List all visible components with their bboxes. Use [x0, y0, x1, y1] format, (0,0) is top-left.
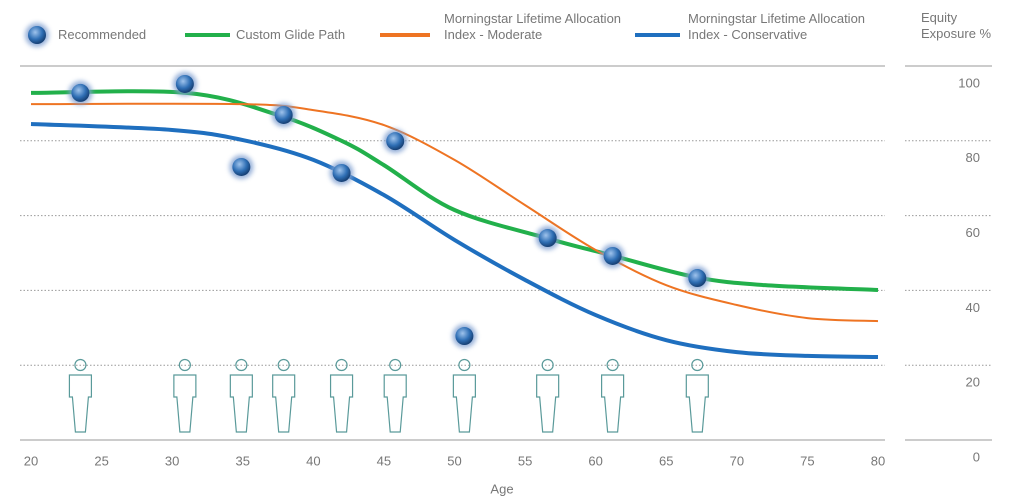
recommended-point — [172, 71, 197, 96]
x-tick-label: 80 — [871, 453, 885, 468]
y-tick-label: 100 — [958, 75, 980, 90]
person-icon — [452, 358, 476, 433]
recommended-point — [229, 154, 254, 179]
person-body — [601, 374, 625, 433]
person-body — [329, 374, 354, 433]
series-line — [30, 89, 879, 293]
person-icon — [229, 358, 253, 433]
person-head — [458, 358, 471, 372]
x-tick-label: 25 — [94, 453, 108, 468]
marker-ball — [332, 163, 351, 182]
y-tick-label: 60 — [966, 225, 980, 240]
marker-ball — [455, 327, 474, 346]
y-tick-label: 40 — [966, 300, 980, 315]
series-line — [30, 102, 879, 323]
person-body — [68, 374, 93, 433]
person-body — [383, 374, 407, 433]
legend-label: Recommended — [58, 27, 147, 42]
marker-ball — [71, 83, 90, 102]
marker-ball — [688, 269, 707, 288]
recommended-point — [383, 129, 408, 154]
person-head — [389, 358, 402, 372]
person-icon — [68, 358, 93, 433]
person-icon — [536, 358, 560, 433]
person-body — [536, 374, 560, 433]
recommended-point — [452, 324, 477, 349]
y-axis-title: Equity Exposure % — [921, 10, 992, 41]
person-icon — [272, 358, 296, 433]
person-head — [235, 358, 248, 372]
y-tick-label: 20 — [966, 375, 980, 390]
legend-label: Morningstar Lifetime Allocation Index - … — [444, 11, 622, 42]
marker-ball — [232, 157, 251, 176]
x-tick-label: 65 — [659, 453, 673, 468]
x-tick-label: 55 — [518, 453, 532, 468]
person-icon — [601, 358, 625, 433]
person-body — [272, 374, 296, 433]
recommended-point — [685, 266, 710, 291]
person-head — [691, 358, 704, 372]
x-tick-label: 30 — [165, 453, 179, 468]
x-tick-label: 70 — [730, 453, 744, 468]
recommended-point — [271, 102, 296, 127]
recommended-point — [600, 243, 625, 268]
marker-ball — [28, 26, 46, 44]
person-icon — [173, 358, 197, 433]
marker-ball — [538, 229, 557, 248]
x-tick-label: 20 — [24, 453, 38, 468]
person-head — [335, 358, 348, 372]
person-head — [178, 358, 191, 372]
recommended-point — [68, 80, 93, 105]
series-line — [30, 121, 879, 359]
x-tick-label: 50 — [447, 453, 461, 468]
person-head — [277, 358, 290, 372]
marker-ball — [603, 246, 622, 265]
recommended-point — [535, 226, 560, 251]
x-tick-label: 45 — [377, 453, 391, 468]
person-body — [173, 374, 197, 433]
x-tick-label: 75 — [800, 453, 814, 468]
marker-ball — [386, 132, 405, 151]
person-icon — [685, 358, 709, 433]
person-head — [541, 358, 554, 372]
legend-label: Custom Glide Path — [236, 27, 346, 42]
x-axis-title: Age — [490, 481, 513, 496]
person-head — [74, 358, 87, 372]
person-body — [229, 374, 253, 433]
recommended-point — [329, 160, 354, 185]
marker-ball — [175, 74, 194, 93]
person-icon — [383, 358, 407, 433]
legend-label: Morningstar Lifetime Allocation Index - … — [688, 11, 866, 42]
legend-marker — [25, 23, 49, 47]
person-body — [452, 374, 476, 433]
person-body — [685, 374, 709, 433]
x-tick-label: 35 — [236, 453, 250, 468]
y-tick-label: 0 — [973, 449, 980, 464]
marker-ball — [274, 105, 293, 124]
person-head — [606, 358, 619, 372]
y-tick-label: 80 — [966, 150, 980, 165]
x-tick-label: 40 — [306, 453, 320, 468]
x-tick-label: 60 — [588, 453, 602, 468]
person-icon — [329, 358, 354, 433]
